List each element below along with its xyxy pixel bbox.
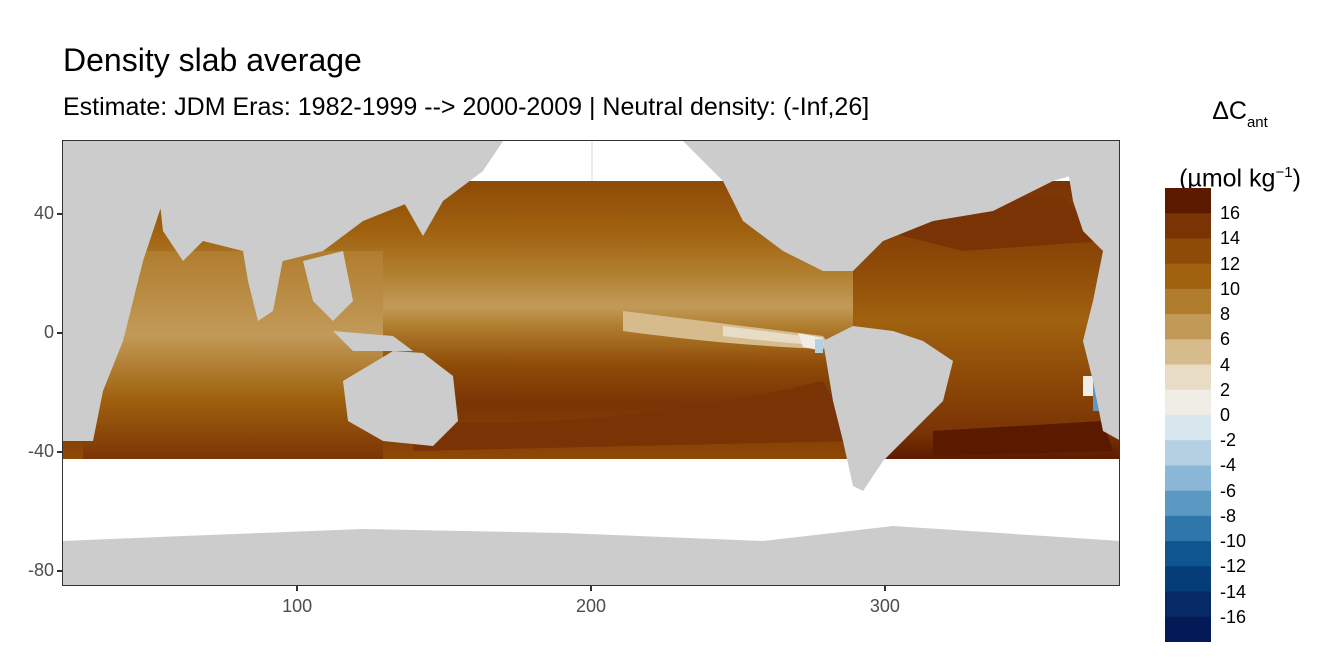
legend-label: 2 [1220, 379, 1231, 400]
legend-label: 10 [1220, 278, 1241, 299]
legend-label: -16 [1220, 606, 1247, 627]
legend-label: -2 [1220, 430, 1237, 451]
legend-swatch [1165, 389, 1211, 416]
y-tick-mark [57, 570, 62, 573]
y-tick-mark [57, 332, 62, 335]
legend-unit: (µmol kg−1) [1179, 164, 1301, 193]
legend-label: 8 [1220, 304, 1231, 325]
chart-subtitle: Estimate: JDM Eras: 1982-1999 --> 2000-2… [63, 93, 870, 121]
legend-label: 6 [1220, 329, 1231, 350]
legend-swatch [1165, 238, 1211, 265]
legend-swatch [1165, 591, 1211, 618]
legend-swatch [1165, 465, 1211, 492]
x-tick-mark [590, 586, 592, 591]
y-tick-mark [57, 213, 62, 216]
x-tick-label: 300 [869, 596, 900, 616]
legend-swatch [1165, 339, 1211, 366]
legend-label: 14 [1220, 228, 1241, 249]
legend-swatch [1165, 288, 1211, 315]
legend-label: -10 [1220, 531, 1247, 552]
legend-swatch [1165, 314, 1211, 340]
y-tick-mark [57, 451, 62, 454]
legend-label: -14 [1220, 581, 1247, 602]
map-canvas [63, 141, 1119, 585]
legend-swatch [1165, 541, 1211, 567]
legend-label: -6 [1220, 480, 1237, 501]
legend-label: -12 [1220, 556, 1247, 577]
legend-swatch [1165, 188, 1211, 214]
legend-swatch [1165, 364, 1211, 391]
legend-swatch [1165, 616, 1211, 642]
legend-swatch [1165, 415, 1211, 441]
legend-swatch [1165, 213, 1211, 239]
legend-label: 16 [1220, 203, 1241, 224]
y-tick-label: 0 [43, 322, 54, 343]
legend-swatch [1165, 263, 1211, 290]
x-tick-label: 200 [575, 596, 607, 616]
legend-colorbar [1165, 188, 1211, 642]
legend-label: 0 [1220, 405, 1231, 425]
legend-label: 4 [1220, 354, 1231, 375]
legend-label: -8 [1220, 505, 1237, 526]
legend-swatch [1165, 440, 1211, 466]
x-tick-mark [883, 586, 886, 591]
legend-variable: ΔCant [1212, 97, 1268, 131]
y-tick-label: -40 [27, 441, 54, 462]
y-tick-label: 40 [33, 203, 54, 224]
legend-title: ΔCant (µmol kg−1) [1150, 85, 1330, 204]
map-panel [62, 140, 1120, 586]
y-tick-label: -80 [27, 560, 54, 581]
x-tick-mark [296, 586, 299, 591]
land [63, 141, 1119, 585]
legend-swatch [1165, 515, 1211, 542]
x-tick-label: 100 [282, 596, 313, 616]
legend-swatch [1165, 566, 1211, 593]
legend-swatch [1165, 490, 1211, 517]
chart-title: Density slab average [63, 42, 362, 78]
legend-label: -4 [1220, 455, 1237, 476]
legend-label: 12 [1220, 253, 1241, 274]
